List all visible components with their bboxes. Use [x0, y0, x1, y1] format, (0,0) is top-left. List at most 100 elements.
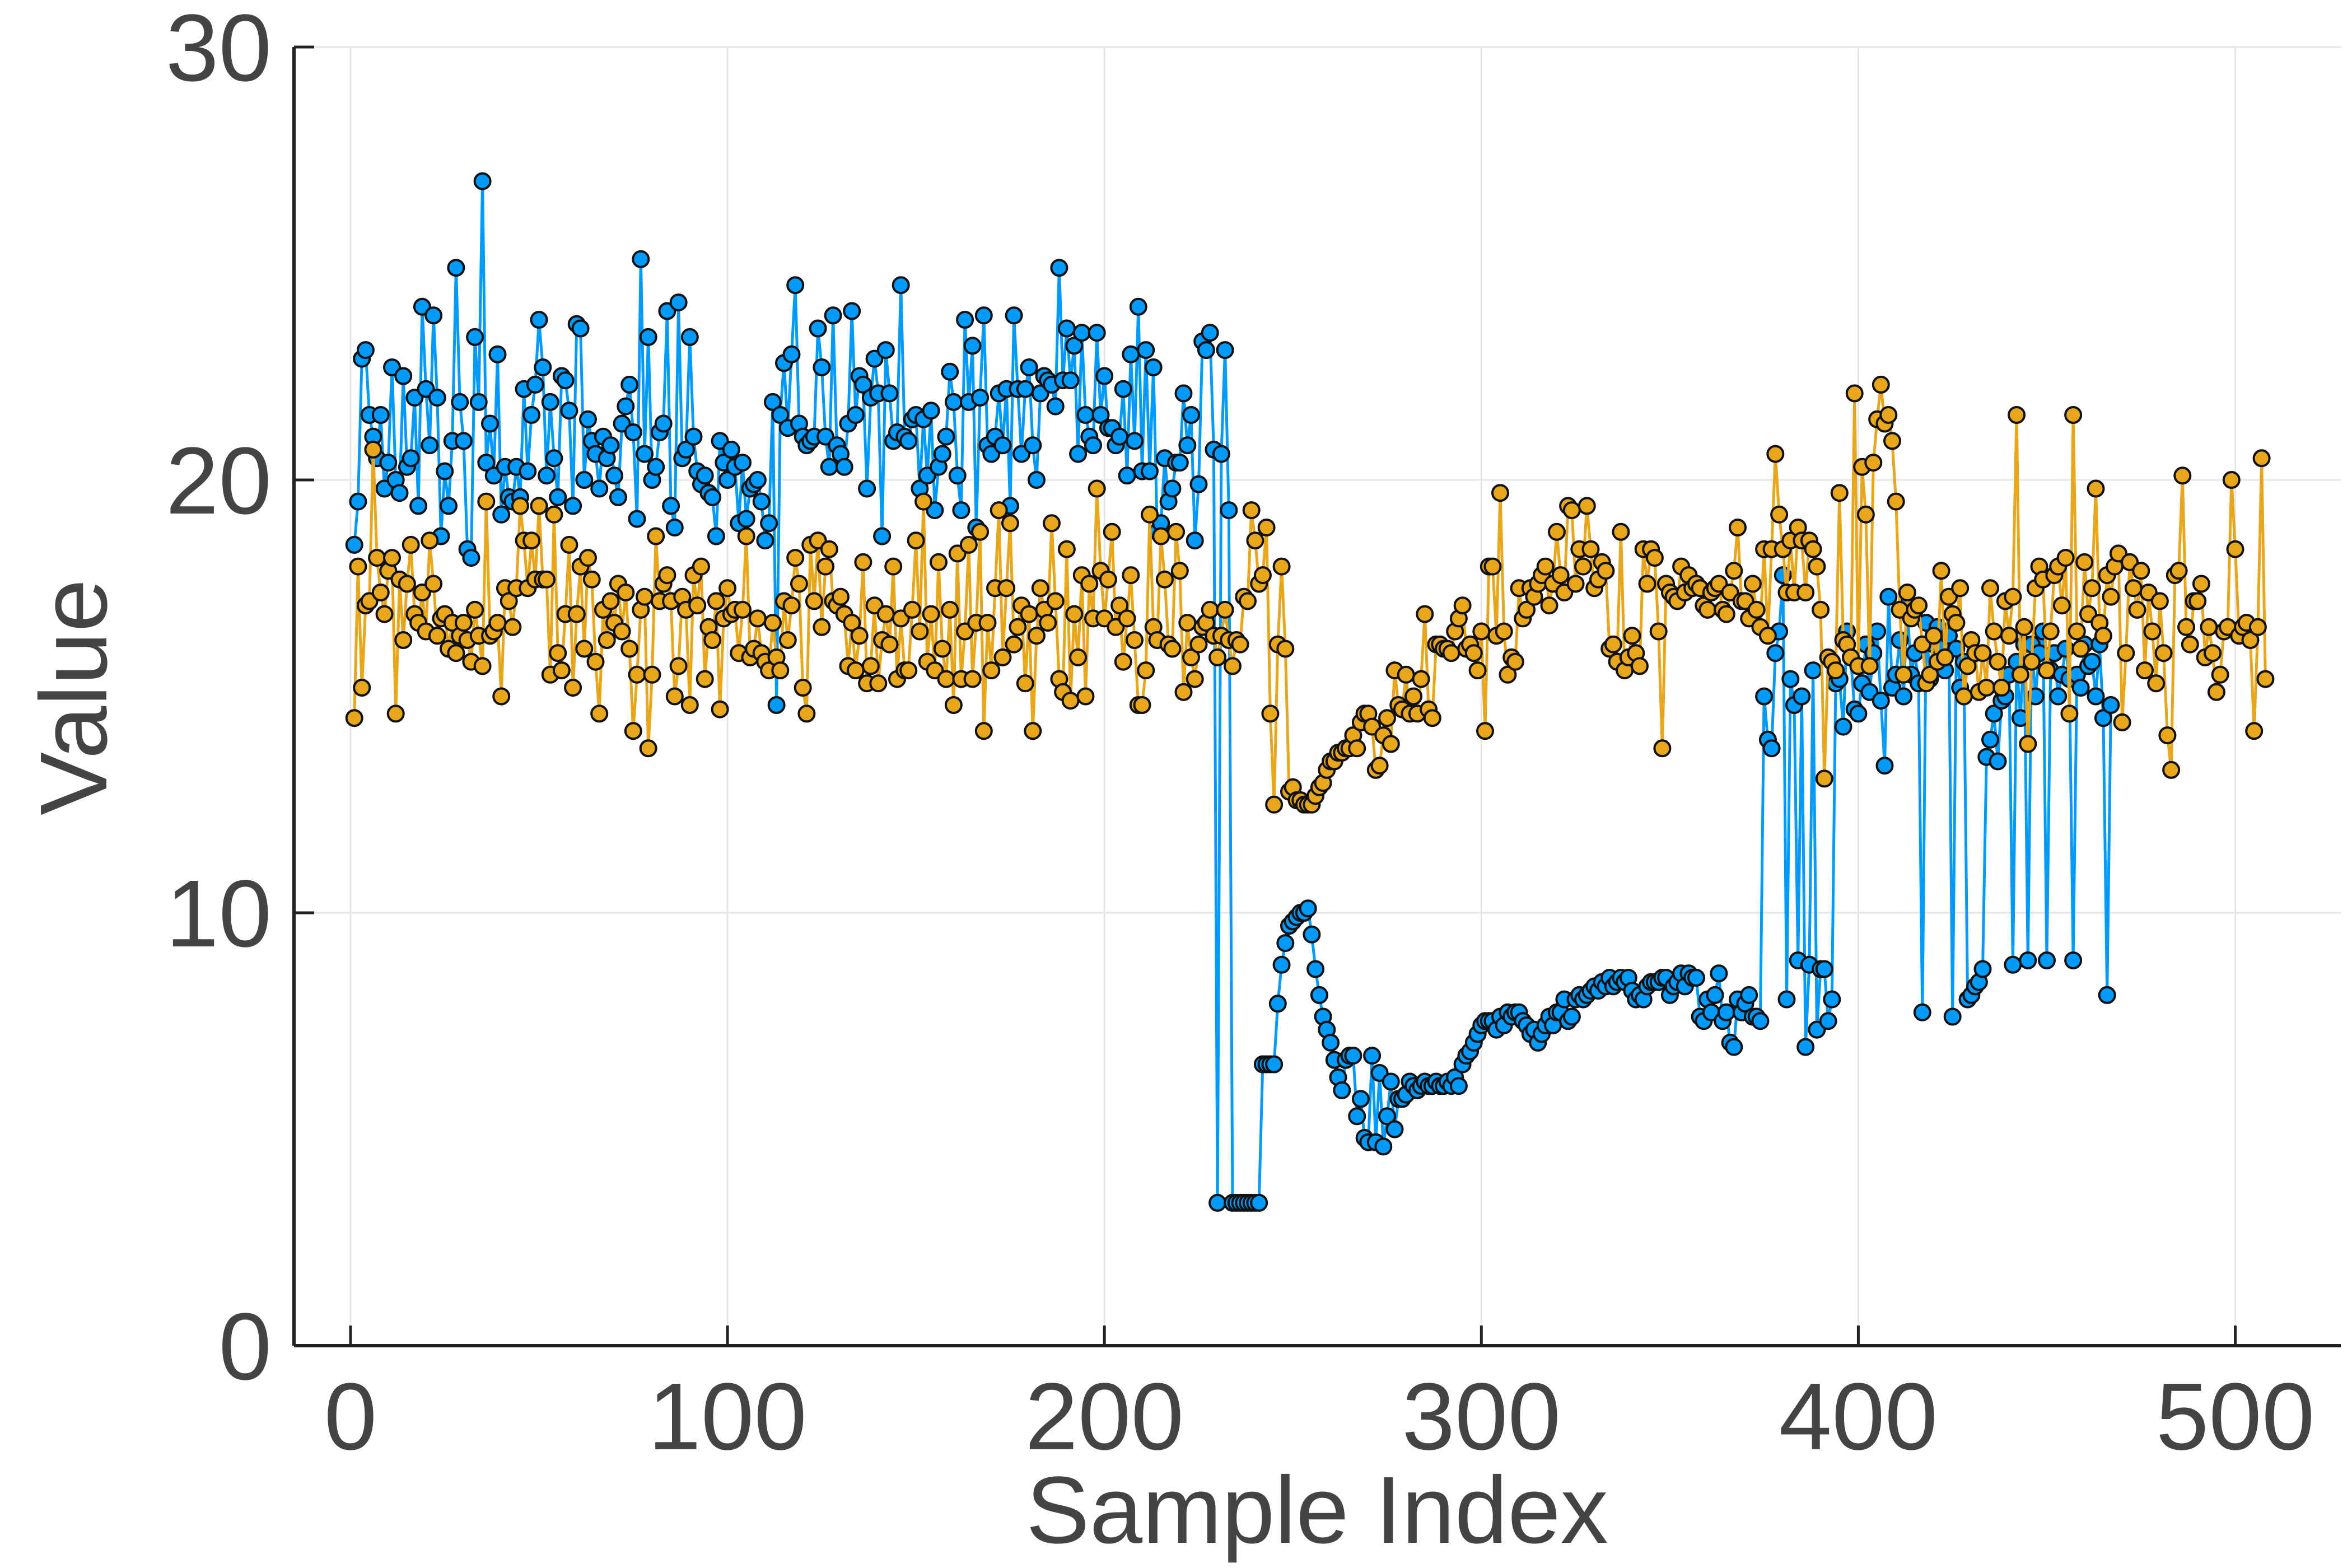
- series-2-point: [1566, 575, 1585, 593]
- series-2-point: [530, 497, 548, 515]
- series-1-point: [473, 172, 492, 190]
- series-2-point: [2136, 661, 2154, 680]
- series-1-point: [1363, 1047, 1382, 1065]
- series-1: [345, 172, 2120, 1212]
- series-1-point: [734, 454, 752, 472]
- series-1-point: [1122, 345, 1140, 363]
- series-1-point: [1126, 432, 1144, 450]
- series-1-point: [390, 484, 409, 502]
- series-1-point: [1562, 1007, 1581, 1026]
- series-1-point: [963, 337, 982, 355]
- series-1-point: [993, 436, 1012, 455]
- series-2-point: [1476, 722, 1494, 740]
- series-2-point: [963, 670, 982, 688]
- series-1-point: [680, 328, 699, 346]
- series-1-point: [2083, 652, 2101, 671]
- series-2-point: [511, 497, 529, 515]
- series-1-point: [590, 479, 609, 498]
- series-1-point: [560, 402, 578, 420]
- series-1-point: [1875, 757, 1894, 775]
- series-1-point: [1182, 406, 1200, 424]
- series-1-point: [1943, 1007, 1962, 1026]
- series-1-point: [1303, 925, 1321, 944]
- series-2-point: [564, 679, 582, 697]
- series-2-point: [598, 631, 616, 649]
- series-2-point: [575, 640, 594, 658]
- series-2-point: [1770, 505, 1789, 524]
- series-2-point: [1005, 635, 1023, 654]
- series-1-point: [1016, 380, 1034, 398]
- series-2-point: [1069, 648, 1088, 666]
- series-1-point: [624, 423, 642, 441]
- series-2-point: [2147, 674, 2166, 693]
- series-2-point: [1065, 605, 1084, 623]
- series-2-point: [1272, 557, 1291, 576]
- series-2-point: [1231, 635, 1249, 654]
- series-2-point: [2162, 760, 2181, 779]
- series-2-point: [1879, 406, 1898, 424]
- series-1-point: [1110, 427, 1129, 446]
- series-2-point: [971, 522, 990, 541]
- series-2-point: [1114, 652, 1132, 671]
- y-tick-label: 20: [166, 428, 272, 534]
- series-2-point: [1126, 631, 1144, 649]
- series-2-point: [1499, 665, 1517, 684]
- series-2-point: [1981, 579, 1999, 598]
- series-1-point: [571, 319, 590, 338]
- series-2-point: [790, 575, 808, 593]
- series-1-point: [556, 371, 575, 390]
- series-1-point: [1076, 406, 1095, 424]
- series-2-point: [2113, 713, 2131, 731]
- series-1-point: [541, 393, 559, 411]
- series-2-point: [2019, 735, 2037, 753]
- series-2-point: [1099, 570, 1117, 589]
- series-2-point: [2245, 722, 2264, 740]
- series-1-point: [1849, 704, 1868, 723]
- series-2-point: [944, 696, 963, 714]
- series-2-point: [982, 661, 1001, 680]
- series-2-point: [567, 605, 586, 623]
- series-1-point: [1762, 739, 1781, 758]
- series-1-point: [1815, 960, 1833, 978]
- series-2-point: [1261, 704, 1280, 723]
- series-1-point: [466, 328, 484, 346]
- series-2-point: [643, 665, 661, 684]
- series-1-point: [1091, 406, 1110, 424]
- series-2-point: [1163, 640, 1182, 658]
- series-2-point: [2204, 644, 2222, 662]
- series-2-point: [2128, 600, 2146, 619]
- series-2-point: [1812, 600, 1830, 619]
- series-2-point: [1378, 709, 1396, 727]
- series-2-point: [911, 622, 929, 641]
- series-1-point: [1186, 531, 1204, 550]
- series-1-point: [1985, 704, 2003, 723]
- series-2-point: [1208, 648, 1227, 666]
- series-1-point: [2049, 687, 2068, 706]
- series-1-point: [1118, 466, 1136, 485]
- series-1-point: [1212, 445, 1230, 463]
- series-2-point: [1472, 622, 1491, 641]
- series-1-point: [824, 306, 842, 325]
- series-2-point: [1020, 605, 1038, 623]
- series-2-point: [2211, 665, 2229, 684]
- series-2-point: [782, 596, 801, 615]
- series-1-point: [530, 311, 548, 329]
- series-2-point: [1973, 644, 1992, 662]
- series-2-point: [1382, 735, 1400, 753]
- series-2-point: [1925, 627, 1943, 645]
- series-1-point: [937, 427, 955, 446]
- series-2-point: [639, 739, 657, 758]
- series-2-point: [345, 709, 363, 727]
- series-1-point: [763, 393, 782, 411]
- series-2-point: [669, 657, 688, 675]
- x-tick-label: 100: [648, 1364, 807, 1470]
- series-1-point: [843, 302, 861, 320]
- series-2-point: [1815, 769, 1833, 788]
- series-2-point: [2177, 618, 2195, 636]
- series-1-point: [1072, 324, 1091, 342]
- series-2-point: [2075, 553, 2094, 571]
- series-2-point: [1170, 562, 1189, 580]
- series-2-point: [854, 553, 872, 571]
- series-1-point: [722, 440, 740, 459]
- series-2-point: [375, 605, 394, 623]
